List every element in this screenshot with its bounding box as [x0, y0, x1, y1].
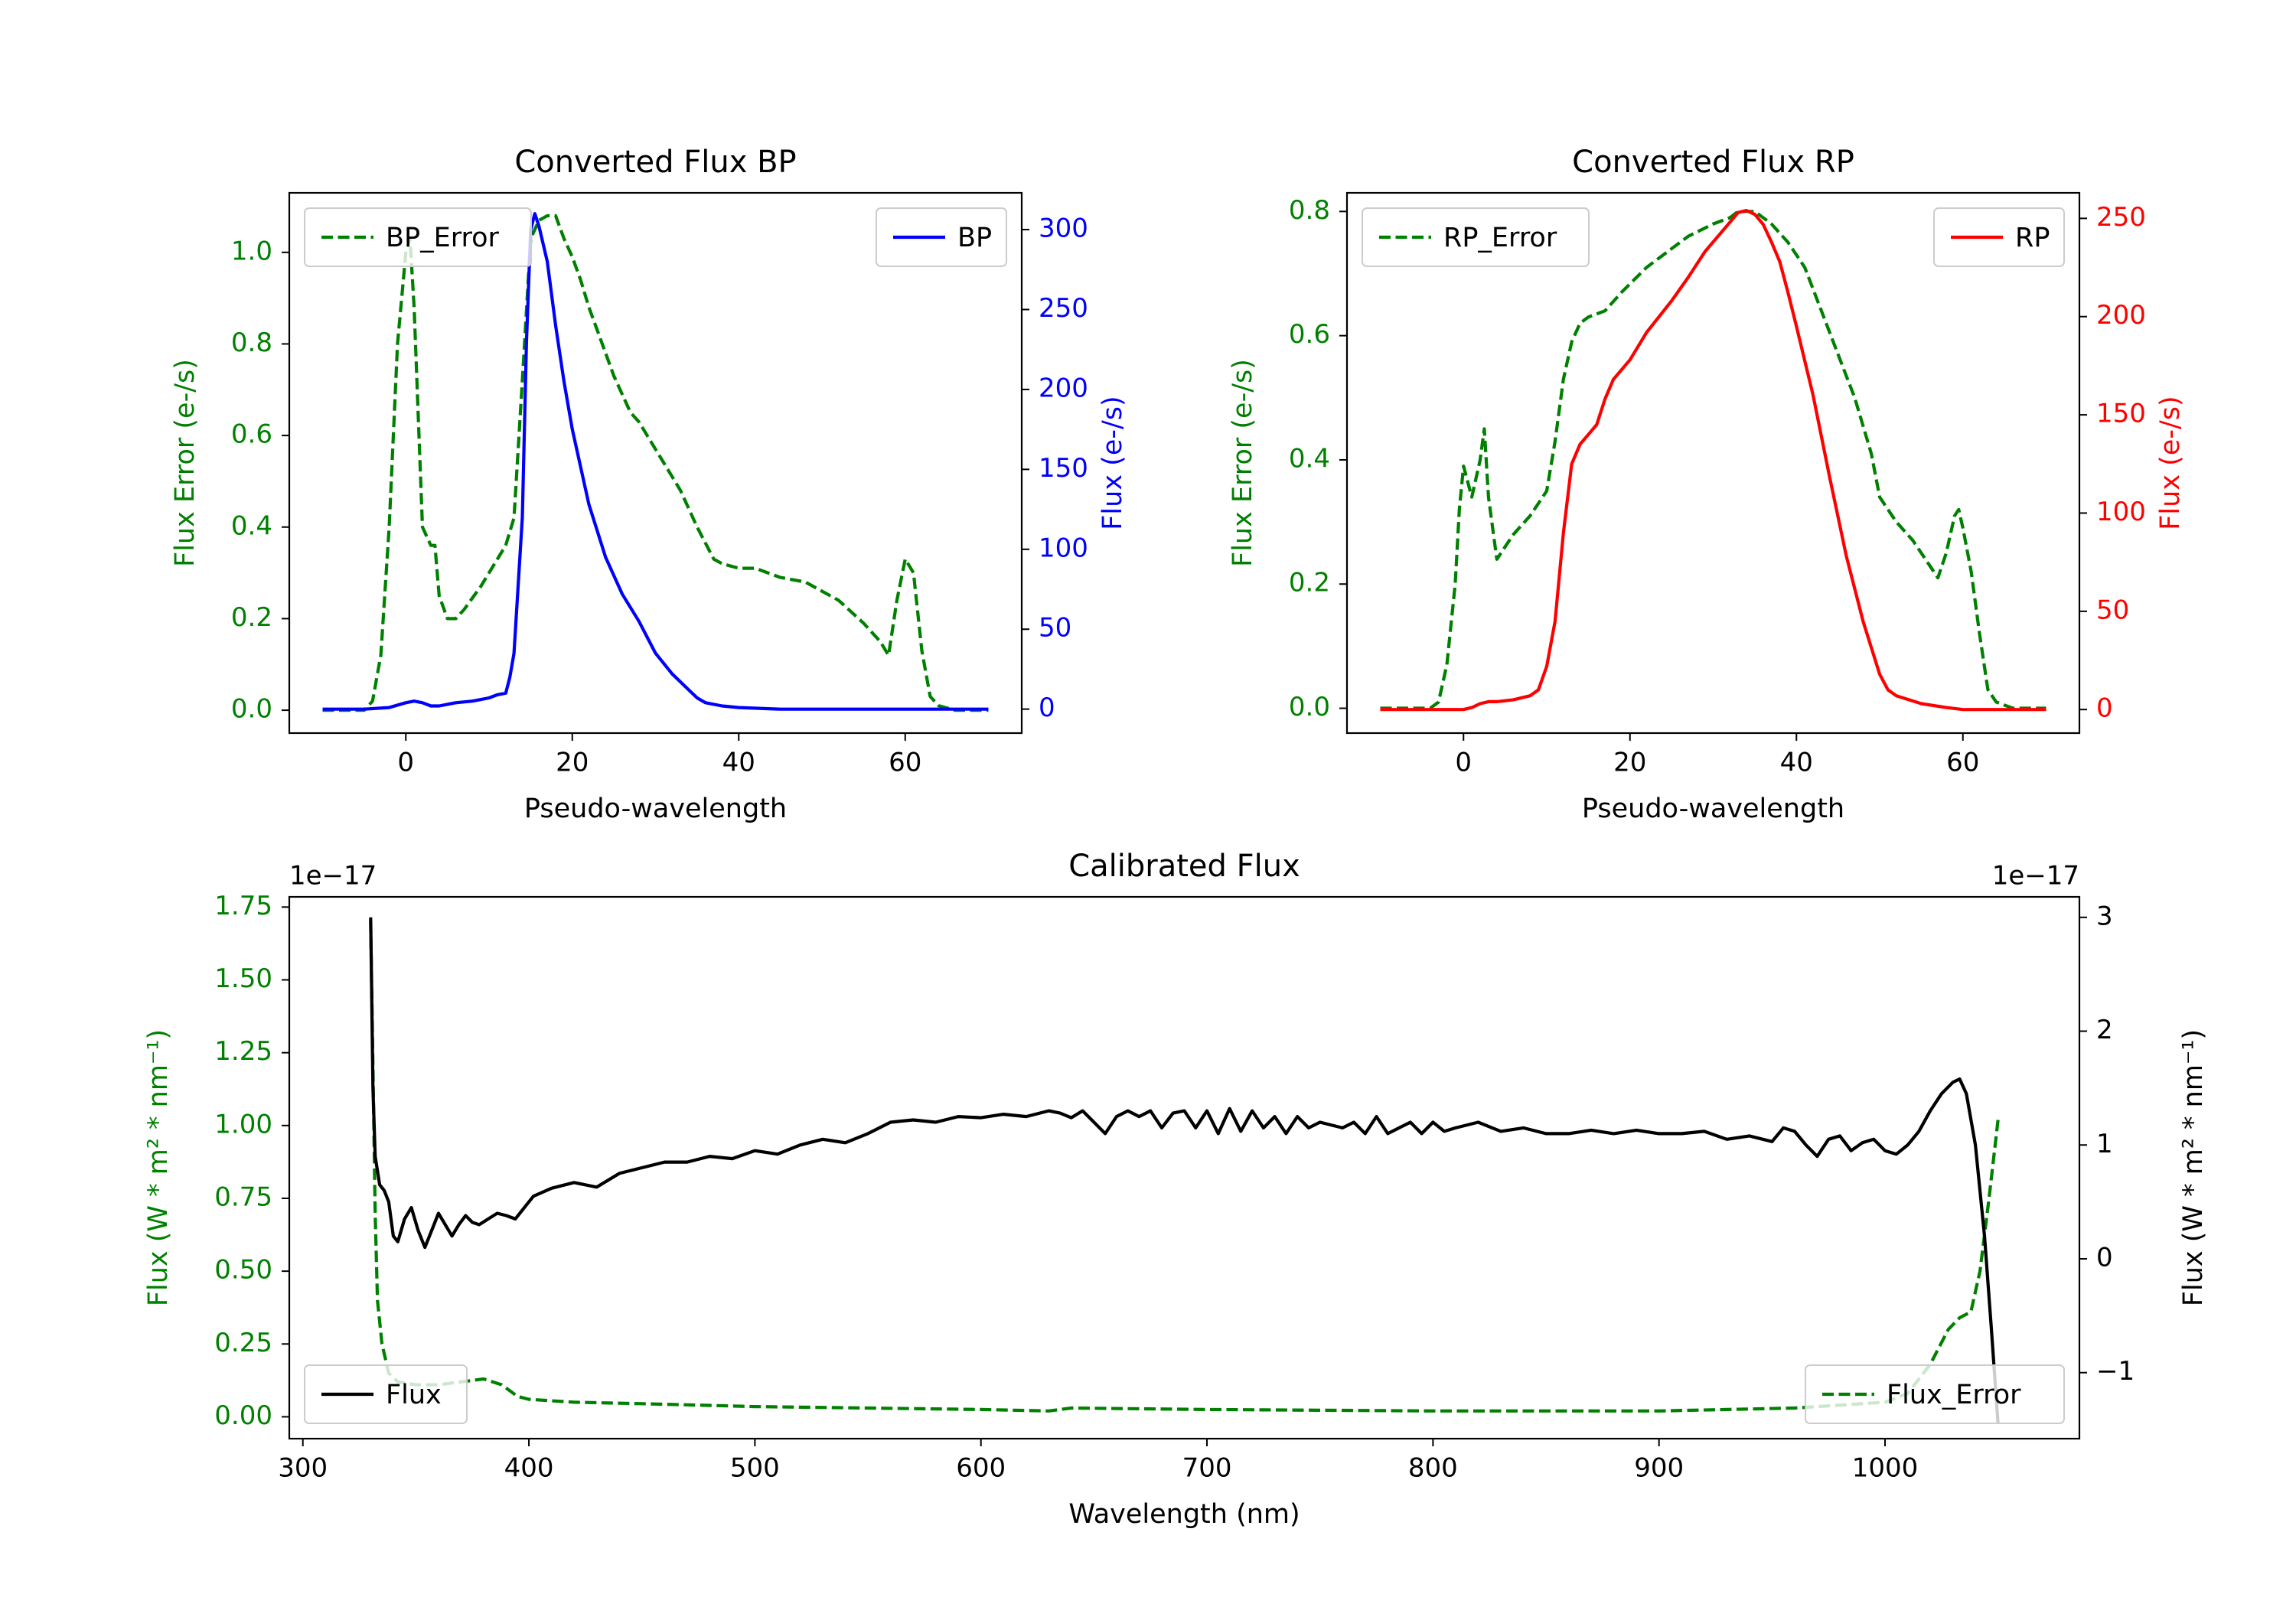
x-tick-label: 1000 — [1852, 1453, 1919, 1484]
chart-title: Converted Flux RP — [1572, 145, 1854, 180]
x-tick-label: 300 — [278, 1453, 328, 1484]
legend-flux: Flux — [304, 1364, 468, 1424]
x-tick-label: 600 — [956, 1453, 1006, 1484]
x-tick-label: 20 — [1613, 748, 1646, 778]
y-left-tick-label: 0.50 — [214, 1255, 272, 1286]
series-line-rp-error — [1380, 210, 2047, 710]
x-axis-label: Wavelength (nm) — [1068, 1499, 1300, 1530]
y-left-tick-label: 1.25 — [214, 1036, 272, 1067]
y-left-tick-label: 1.0 — [231, 236, 272, 266]
y-right-axis-label: Flux (e-/s) — [1097, 396, 1128, 530]
x-axis-label: Pseudo-wavelength — [1582, 794, 1844, 824]
panel-bp: 0 20 40 60 0.0 0.2 0.4 0.6 0.8 1.0 0 50 100 150 200 250… — [170, 145, 1128, 824]
x-tick-label: 400 — [504, 1453, 554, 1484]
y-right-axis-label: Flux (W * m² * nm⁻¹) — [2178, 1029, 2209, 1306]
legend-label: RP — [2015, 223, 2050, 253]
y-left-tick-label: 0.8 — [1289, 195, 1330, 226]
y-right-tick-label: 200 — [2096, 300, 2146, 331]
y-right-tick-label: 250 — [2096, 202, 2146, 233]
x-tick-label: 40 — [1780, 748, 1813, 778]
legend-rp-error: RP_Error — [1362, 207, 1590, 267]
y-left-axis-label: Flux Error (e-/s) — [170, 359, 201, 567]
panel-cal: 300 400 500 600 700 800 900 1000 0.00 0.25 0.50 0.7… — [143, 849, 2209, 1530]
legend-box — [304, 207, 532, 267]
legend-box — [304, 1364, 468, 1424]
x-tick-label: 60 — [1946, 748, 1979, 778]
y-right-tick-label: 100 — [2096, 497, 2146, 527]
y-left-tick-label: 1.75 — [214, 891, 272, 921]
series-line-rp — [1380, 209, 2047, 712]
y-right-offset-label: 1e−17 — [1992, 861, 2079, 892]
plot-frame — [288, 191, 1023, 735]
chart-title: Calibrated Flux — [1068, 849, 1300, 884]
y-right-tick-label: 150 — [1039, 453, 1088, 484]
y-left-tick-label: 0.00 — [214, 1400, 272, 1431]
series-line-bp — [322, 212, 989, 711]
legend-label: BP — [957, 223, 992, 253]
y-left-tick-label: 0.75 — [214, 1182, 272, 1212]
y-left-axis-label: Flux (W * m² * nm⁻¹) — [143, 1029, 174, 1306]
x-tick-label: 40 — [722, 748, 755, 778]
y-left-tick-label: 0.4 — [1289, 443, 1330, 474]
x-tick-label: 500 — [730, 1453, 780, 1484]
y-right-tick-label: −1 — [2096, 1356, 2135, 1387]
legend-box — [1362, 207, 1590, 267]
y-right-tick-label: 250 — [1039, 293, 1088, 324]
y-right-tick-label: 0 — [2096, 693, 2113, 724]
series-line-flux-error — [369, 921, 2000, 1413]
y-left-tick-label: 0.0 — [231, 694, 272, 725]
y-left-tick-label: 0.6 — [231, 419, 272, 450]
x-tick-label: 60 — [889, 748, 921, 778]
legend-box — [1805, 1364, 2065, 1424]
y-left-tick-label: 0.8 — [231, 328, 272, 358]
legend-label: BP_Error — [386, 223, 500, 253]
y-right-tick-label: 0 — [2096, 1242, 2113, 1273]
series-line-flux — [369, 917, 2000, 1424]
y-left-tick-label: 1.00 — [214, 1109, 272, 1139]
x-tick-label: 700 — [1182, 1453, 1232, 1484]
series-line-bp-error — [322, 214, 989, 712]
panel-rp: 0 20 40 60 0.0 0.2 0.4 0.6 0.8 0 50 100 150 200 250 Con… — [1228, 145, 2186, 824]
legend-bp-error: BP_Error — [304, 207, 532, 267]
chart-title: Converted Flux BP — [514, 145, 796, 180]
y-left-tick-label: 1.50 — [214, 963, 272, 994]
y-left-tick-label: 0.2 — [1289, 568, 1330, 598]
y-right-tick-label: 1 — [2096, 1129, 2113, 1159]
y-right-tick-label: 100 — [1039, 533, 1088, 563]
x-axis-label: Pseudo-wavelength — [524, 794, 787, 824]
x-tick-label: 0 — [1455, 748, 1472, 778]
y-right-tick-label: 300 — [1039, 214, 1088, 244]
y-right-tick-label: 3 — [2096, 901, 2113, 931]
y-left-tick-label: 0.0 — [1289, 692, 1330, 722]
y-left-tick-label: 0.25 — [214, 1328, 272, 1358]
legend-bp: BP — [876, 207, 1007, 267]
y-right-tick-label: 2 — [2096, 1015, 2113, 1045]
legend-rp: RP — [1933, 207, 2065, 267]
x-tick-label: 0 — [397, 748, 414, 778]
y-right-tick-label: 0 — [1039, 693, 1055, 723]
y-right-axis-label: Flux (e-/s) — [2155, 396, 2186, 530]
y-left-tick-label: 0.6 — [1289, 319, 1330, 350]
x-tick-label: 900 — [1634, 1453, 1684, 1484]
y-right-tick-label: 50 — [1039, 613, 1071, 644]
y-left-tick-label: 0.4 — [231, 510, 272, 541]
plot-frame — [288, 895, 2081, 1440]
legend-label: Flux — [386, 1380, 442, 1410]
plot-frame — [1345, 191, 2081, 735]
legend-flux-error: Flux_Error — [1805, 1364, 2065, 1424]
legend-label: RP_Error — [1443, 223, 1557, 253]
y-right-tick-label: 150 — [2096, 399, 2146, 429]
y-left-offset-label: 1e−17 — [289, 861, 377, 892]
x-tick-label: 800 — [1408, 1453, 1458, 1484]
y-left-axis-label: Flux Error (e-/s) — [1228, 359, 1258, 567]
y-left-tick-label: 0.2 — [231, 602, 272, 633]
legend-label: Flux_Error — [1887, 1380, 2021, 1410]
x-tick-label: 20 — [556, 748, 589, 778]
y-right-tick-label: 50 — [2096, 595, 2129, 625]
y-right-tick-label: 200 — [1039, 373, 1088, 403]
